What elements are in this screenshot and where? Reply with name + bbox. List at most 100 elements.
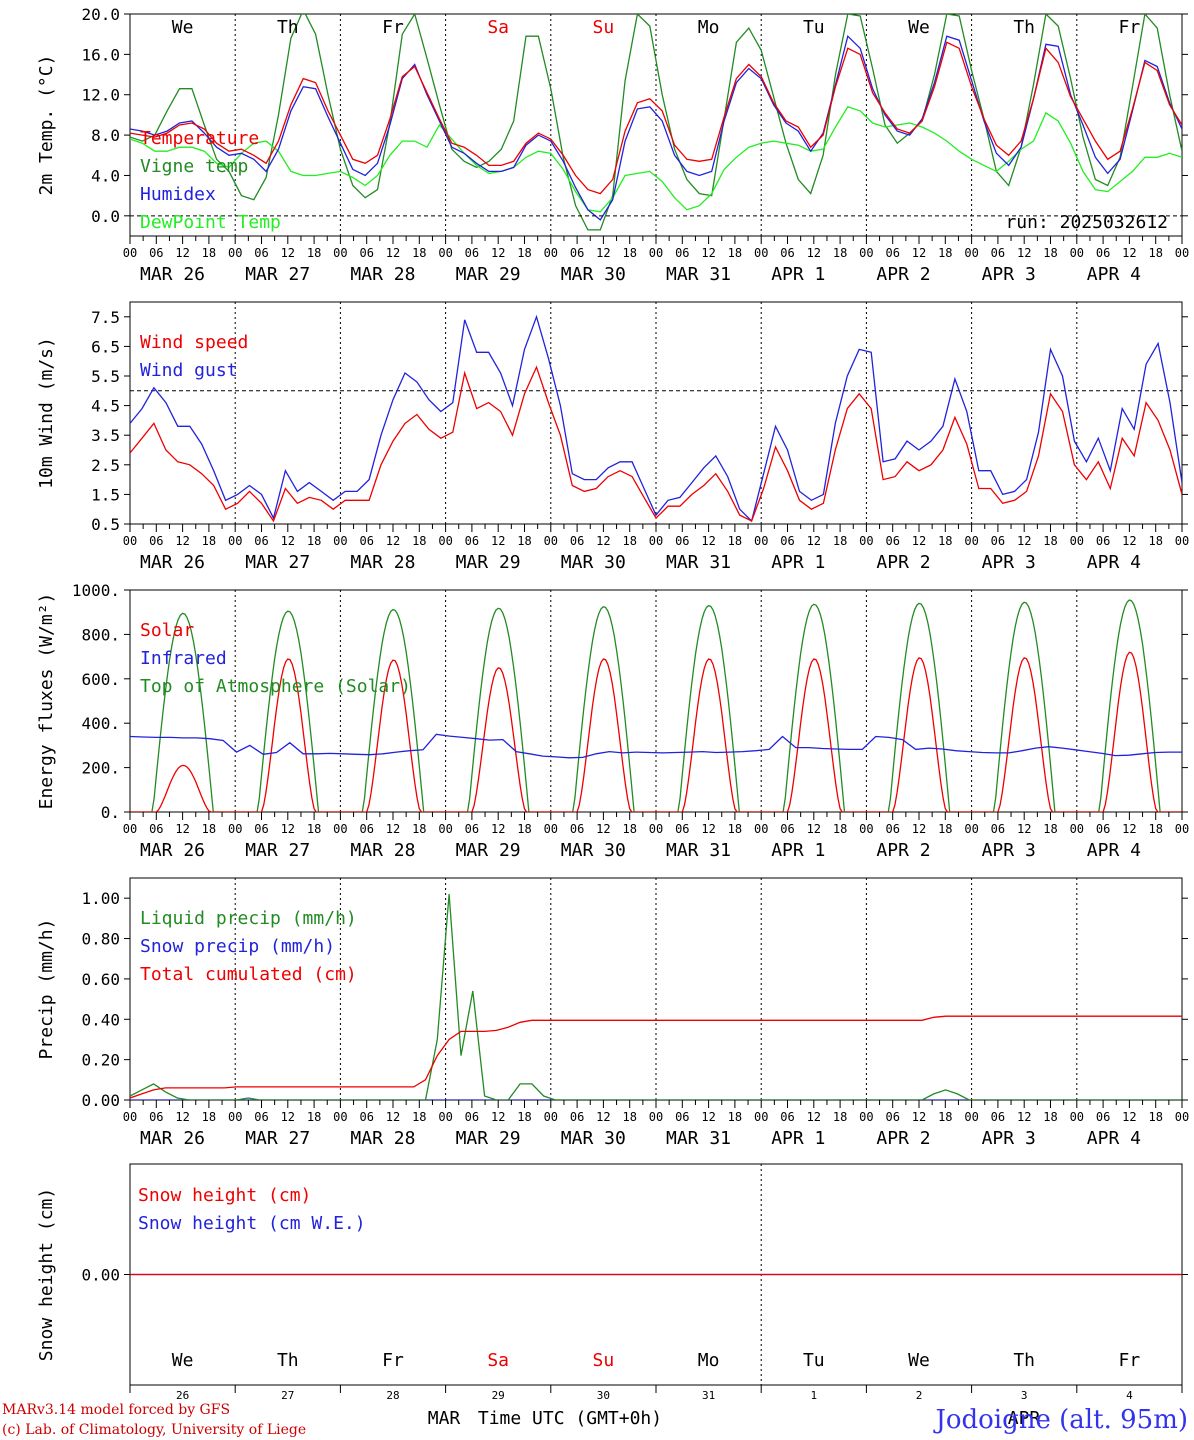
hour-tick-label: 00 — [754, 1110, 768, 1124]
hour-tick-label: 00 — [859, 246, 873, 260]
hour-tick-label: 00 — [123, 534, 137, 548]
day-number-label: 3 — [1021, 1389, 1028, 1402]
y-tick-label: 0.00 — [81, 1091, 120, 1110]
y-tick-label: 1.00 — [81, 889, 120, 908]
legend-entry: Total cumulated (cm) — [140, 964, 357, 985]
hour-tick-label: 00 — [544, 822, 558, 836]
day-number-label: 2 — [916, 1389, 923, 1402]
date-label: MAR 26 — [140, 1128, 205, 1149]
y-tick-label: 0.80 — [81, 930, 120, 949]
hour-tick-label: 18 — [412, 534, 426, 548]
hour-tick-label: 06 — [885, 1110, 899, 1124]
date-label: MAR 28 — [350, 840, 415, 861]
series-line-temperature — [130, 41, 1182, 195]
date-label: MAR 30 — [561, 1128, 626, 1149]
legend-entry: DewPoint Temp — [140, 212, 281, 233]
hour-tick-label: 06 — [780, 534, 794, 548]
hour-tick-label: 00 — [333, 1110, 347, 1124]
day-number-label: 31 — [702, 1389, 715, 1402]
y-tick-label: 1.5 — [91, 485, 120, 504]
date-label: MAR 28 — [350, 1128, 415, 1149]
hour-tick-label: 06 — [991, 246, 1005, 260]
hour-tick-label: 00 — [544, 534, 558, 548]
series-line-wind-gust — [130, 314, 1182, 523]
y-tick-label: 0.20 — [81, 1051, 120, 1070]
hour-tick-label: 00 — [1175, 822, 1189, 836]
y-tick-label: 2.5 — [91, 456, 120, 475]
hour-tick-label: 18 — [833, 246, 847, 260]
date-label: MAR 30 — [561, 264, 626, 285]
date-label: APR 4 — [1087, 264, 1141, 285]
day-number-label: 28 — [386, 1389, 399, 1402]
hour-tick-label: 12 — [912, 1110, 926, 1124]
y-axis-label: Precip (mm/h) — [36, 919, 57, 1060]
hour-tick-label: 18 — [202, 822, 216, 836]
hour-tick-label: 18 — [622, 534, 636, 548]
hour-tick-label: 12 — [1122, 534, 1136, 548]
month-label: APR — [1008, 1408, 1041, 1429]
hour-tick-label: 18 — [307, 822, 321, 836]
weekday-label: We — [908, 17, 930, 38]
hour-tick-label: 06 — [675, 822, 689, 836]
hour-tick-label: 12 — [1122, 1110, 1136, 1124]
hour-tick-label: 18 — [938, 246, 952, 260]
hour-tick-label: 18 — [1148, 822, 1162, 836]
station-name: Jodoigne (alt. 95m) — [932, 1405, 1188, 1435]
hour-tick-label: 18 — [517, 534, 531, 548]
y-tick-label: 0. — [101, 803, 120, 822]
date-label: APR 1 — [771, 552, 825, 573]
y-axis-label: 2m Temp. (°C) — [36, 55, 57, 196]
footer-copyright: (c) Lab. of Climatology, University of L… — [2, 1422, 306, 1438]
date-label: MAR 30 — [561, 552, 626, 573]
hour-tick-label: 18 — [622, 1110, 636, 1124]
y-tick-label: 6.5 — [91, 337, 120, 356]
hour-tick-label: 00 — [1070, 1110, 1084, 1124]
date-label: APR 1 — [771, 1128, 825, 1149]
hour-tick-label: 12 — [912, 534, 926, 548]
hour-tick-label: 06 — [149, 1110, 163, 1124]
hour-tick-label: 00 — [228, 822, 242, 836]
hour-tick-label: 06 — [570, 246, 584, 260]
y-tick-label: 800. — [81, 625, 120, 644]
date-label: APR 3 — [982, 1128, 1036, 1149]
hour-tick-label: 00 — [964, 534, 978, 548]
date-label: MAR 31 — [666, 552, 731, 573]
weekday-label: Fr — [382, 1350, 404, 1371]
weekday-label: Tu — [803, 17, 825, 38]
date-label: MAR 28 — [350, 264, 415, 285]
hour-tick-label: 12 — [701, 1110, 715, 1124]
hour-tick-label: 06 — [149, 534, 163, 548]
hour-tick-label: 06 — [570, 822, 584, 836]
weekday-label: Mo — [698, 17, 720, 38]
series-line-total-cumulated-cm- — [130, 1015, 1182, 1099]
hour-tick-label: 12 — [596, 534, 610, 548]
hour-tick-label: 18 — [1043, 246, 1057, 260]
hour-tick-label: 12 — [912, 246, 926, 260]
y-tick-label: 7.5 — [91, 308, 120, 327]
hour-tick-label: 12 — [596, 822, 610, 836]
hour-tick-label: 06 — [149, 822, 163, 836]
hour-tick-label: 06 — [780, 1110, 794, 1124]
hour-tick-label: 12 — [491, 246, 505, 260]
hour-tick-label: 18 — [202, 246, 216, 260]
date-label: APR 2 — [876, 552, 930, 573]
weekday-label: We — [172, 17, 194, 38]
hour-tick-label: 12 — [386, 534, 400, 548]
date-label: APR 2 — [876, 264, 930, 285]
hour-tick-label: 00 — [123, 1110, 137, 1124]
y-tick-label: 5.5 — [91, 367, 120, 386]
hour-tick-label: 18 — [938, 1110, 952, 1124]
legend-entry: Humidex — [140, 184, 216, 205]
hour-tick-label: 12 — [701, 822, 715, 836]
series-line-top-of-atmosphere-solar- — [130, 599, 1182, 812]
hour-tick-label: 00 — [754, 534, 768, 548]
hour-tick-label: 06 — [675, 1110, 689, 1124]
hour-tick-label: 06 — [465, 246, 479, 260]
y-tick-label: 400. — [81, 714, 120, 733]
weekday-label: Th — [1013, 1350, 1035, 1371]
hour-tick-label: 12 — [596, 246, 610, 260]
weekday-label: We — [908, 1350, 930, 1371]
hour-tick-label: 00 — [859, 822, 873, 836]
hour-tick-label: 06 — [254, 246, 268, 260]
hour-tick-label: 06 — [570, 1110, 584, 1124]
